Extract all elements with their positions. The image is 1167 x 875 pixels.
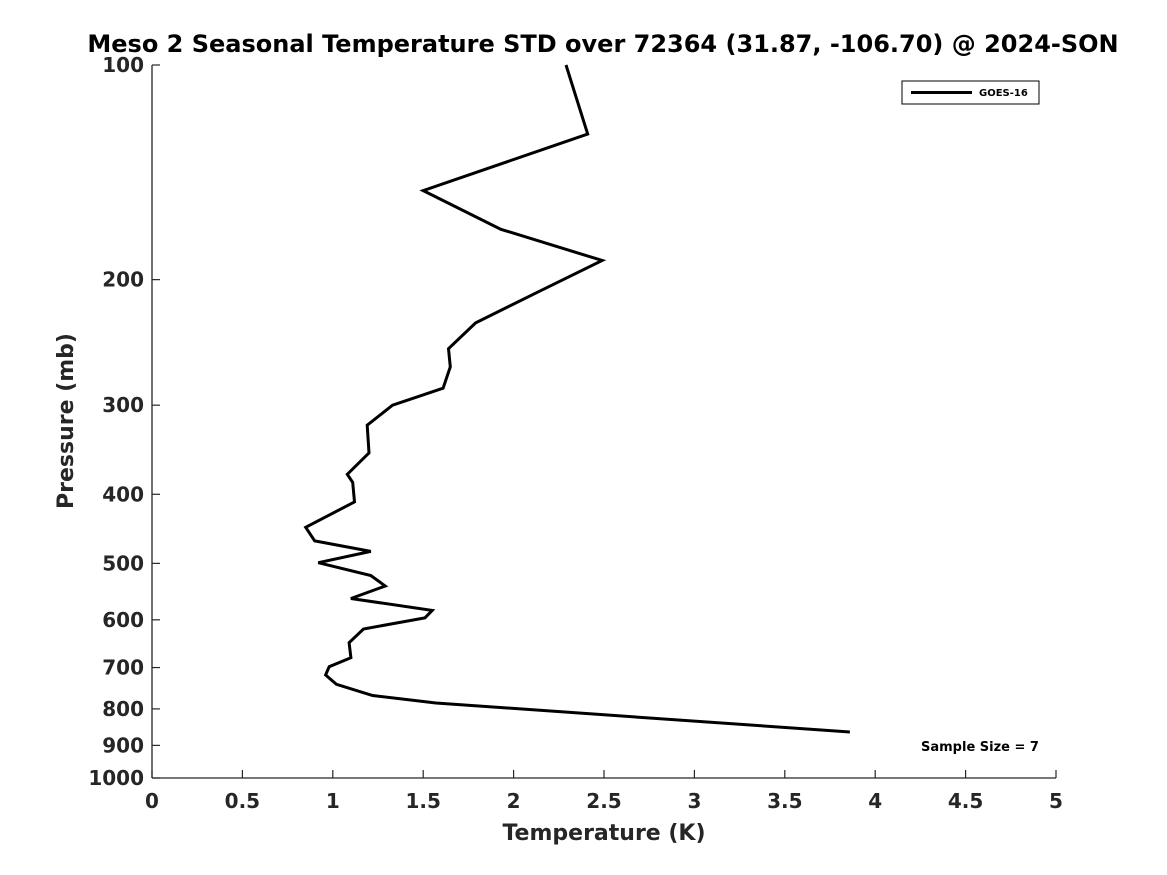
x-tick-label: 3 [687, 789, 701, 813]
series-layer [303, 64, 851, 734]
y-tick-label: 200 [102, 268, 144, 292]
y-tick-label: 700 [102, 656, 144, 680]
x-tick-label: 1.5 [405, 789, 440, 813]
x-tick-label: 1 [326, 789, 340, 813]
x-tick-label: 5 [1049, 789, 1063, 813]
x-axis-label: Temperature (K) [502, 821, 705, 846]
x-tick-label: 2 [507, 789, 521, 813]
y-tick-label: 400 [102, 482, 144, 506]
y-ticks: 100 200 300 400 500 600 700 800 900 1000 [88, 53, 160, 790]
y-tick-label: 100 [102, 53, 144, 77]
y-tick-label: 900 [102, 733, 144, 757]
x-tick-label: 4.5 [948, 789, 983, 813]
legend: GOES-16 [901, 80, 1040, 105]
y-tick-label: 300 [102, 393, 144, 417]
y-axis-label: Pressure (mb) [54, 333, 79, 509]
y-tick-label: 800 [102, 697, 144, 721]
y-tick-label: 1000 [88, 766, 144, 790]
x-tick-label: 3.5 [767, 789, 802, 813]
chart-title: Meso 2 Seasonal Temperature STD over 723… [87, 30, 1118, 58]
legend-entry-label: GOES-16 [979, 88, 1028, 99]
x-tick-label: 2.5 [586, 789, 621, 813]
x-tick-label: 4 [868, 789, 882, 813]
x-tick-label: 0 [145, 789, 159, 813]
sample-size-annotation: Sample Size = 7 [921, 740, 1039, 755]
series-line-goes-16 [303, 64, 851, 734]
y-tick-label: 600 [102, 608, 144, 632]
x-ticks: 0 0.5 1 1.5 2 2.5 3 3.5 4 4.5 5 [145, 770, 1063, 813]
y-tick-label: 500 [102, 551, 144, 575]
x-tick-label: 0.5 [225, 789, 260, 813]
